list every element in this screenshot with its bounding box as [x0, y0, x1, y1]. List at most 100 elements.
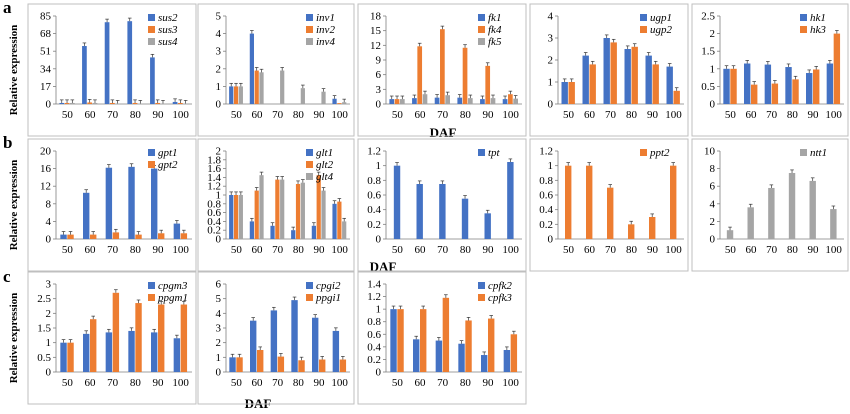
y-tick-label: 20 [40, 146, 52, 158]
x-tick-label: 50 [392, 244, 404, 256]
y-tick-label: 2 [216, 146, 222, 158]
bar-inv1-50 [229, 86, 234, 104]
legend-swatch-inv4 [306, 38, 313, 45]
bar-gpt1-60 [83, 192, 90, 239]
bar-gpt2-100 [180, 233, 188, 239]
x-tick-label: 60 [415, 244, 427, 256]
y-tick-label: 0.6 [539, 190, 553, 202]
bar-cpgm3-80 [128, 330, 135, 372]
bar-cpfk2-100 [503, 350, 511, 372]
x-tick-label: 70 [766, 244, 778, 256]
y-tick-label: 0.8 [207, 198, 221, 210]
x-tick-label: 60 [252, 109, 264, 121]
y-tick-label: 5 [216, 11, 222, 23]
bar-fk4-60 [417, 46, 423, 104]
bar-sus3-60 [87, 102, 93, 104]
x-tick-label: 50 [725, 109, 737, 121]
x-tick-label: 60 [415, 109, 427, 121]
y-tick-label: 0 [548, 99, 554, 111]
bar-ugp1-90 [645, 55, 652, 104]
bar-inv4-70 [280, 70, 285, 104]
bar-ppgi1-100 [339, 359, 347, 372]
x-tick-label: 100 [665, 244, 682, 256]
y-tick-label: 3 [216, 46, 222, 58]
bar-ntt1-60 [747, 207, 754, 239]
x-tick-label: 100 [331, 377, 348, 389]
bar-fk4-100 [508, 94, 513, 104]
bar-sus3-100 [178, 102, 183, 104]
y-tick-label: 4 [710, 198, 716, 210]
bar-fk5-60 [422, 94, 428, 104]
bar-ppgm1-90 [158, 304, 165, 372]
y-tick-label: 6 [216, 279, 222, 291]
y-tick-label: 2 [46, 308, 52, 320]
legend-swatch-sus3 [148, 26, 155, 33]
legend-swatch-sus2 [148, 14, 155, 21]
x-axis-label: DAF [370, 259, 397, 274]
chart-frame [357, 138, 527, 272]
y-tick-label: 1.5 [701, 46, 715, 58]
legend-swatch-cpfk2 [478, 282, 485, 289]
bar-glt2-100 [337, 201, 342, 239]
y-tick-label: 0.6 [367, 190, 381, 202]
bar-fk4-80 [462, 47, 468, 104]
bar-fk1-70 [434, 97, 440, 104]
y-tick-label: 1 [548, 77, 554, 89]
y-tick-label: 6 [710, 181, 716, 193]
y-tick-label: 4 [548, 11, 554, 23]
y-tick-label: 17 [40, 81, 52, 93]
x-tick-label: 50 [392, 109, 404, 121]
bar-hk1-50 [723, 68, 730, 104]
y-tick-label: 51 [40, 46, 51, 58]
x-tick-label: 100 [331, 244, 348, 256]
chart-frame [529, 138, 689, 272]
bar-fk1-60 [412, 98, 417, 104]
bar-hk1-80 [785, 67, 792, 104]
bar-ppgi1-70 [277, 356, 285, 372]
chart-frame [691, 3, 849, 137]
legend-swatch-tpt [478, 149, 485, 156]
chart-frame [197, 271, 355, 405]
chart-ppt2: 0 0.2 0.4 0.6 0.8 1 1.2 50 60 70 80 90 100 ppt2 [529, 138, 689, 272]
legend-swatch-sus4 [148, 38, 155, 45]
y-tick-label: 0 [216, 234, 222, 246]
bar-ppgi1-60 [257, 350, 264, 372]
legend-label-glt4: glt4 [316, 171, 334, 183]
y-tick-label: 1 [216, 81, 222, 93]
bar-glt4-80 [300, 182, 305, 239]
legend-label-fk1: fk1 [488, 12, 501, 24]
y-tick-label: 1.4 [367, 279, 381, 291]
x-tick-label: 90 [314, 377, 326, 389]
bar-glt1-70 [270, 225, 275, 239]
bar-gpt1-100 [173, 223, 181, 239]
x-tick-label: 60 [252, 377, 264, 389]
legend-swatch-ugp1 [640, 14, 647, 21]
legend-label-fk5: fk5 [488, 36, 502, 48]
bar-glt4-50 [238, 195, 243, 239]
y-tick-label: 1 [376, 304, 382, 316]
bar-ppgm1-60 [90, 319, 97, 372]
y-tick-label: 0 [46, 99, 52, 111]
x-tick-label: 60 [85, 244, 97, 256]
bar-sus3-70 [110, 102, 115, 104]
y-tick-label: 0 [216, 99, 222, 111]
legend-swatch-fk5 [478, 38, 485, 45]
bar-gpt1-90 [151, 168, 158, 239]
bar-glt2-60 [254, 190, 259, 239]
bar-ppt2-70 [607, 187, 614, 239]
legend-label-gpt2: gpt2 [158, 159, 178, 171]
legend-swatch-gpt1 [148, 149, 155, 156]
y-tick-label: 3 [376, 84, 382, 96]
x-tick-label: 80 [626, 109, 638, 121]
x-tick-label: 60 [252, 244, 264, 256]
bar-cpfk3-70 [442, 297, 450, 372]
x-tick-label: 100 [331, 109, 348, 121]
bar-tpt-70 [439, 184, 446, 239]
bar-ntt1-90 [809, 180, 816, 239]
x-tick-label: 80 [787, 244, 799, 256]
legend-label-ntt1: ntt1 [810, 147, 827, 159]
legend-label-hk1: hk1 [810, 12, 826, 24]
